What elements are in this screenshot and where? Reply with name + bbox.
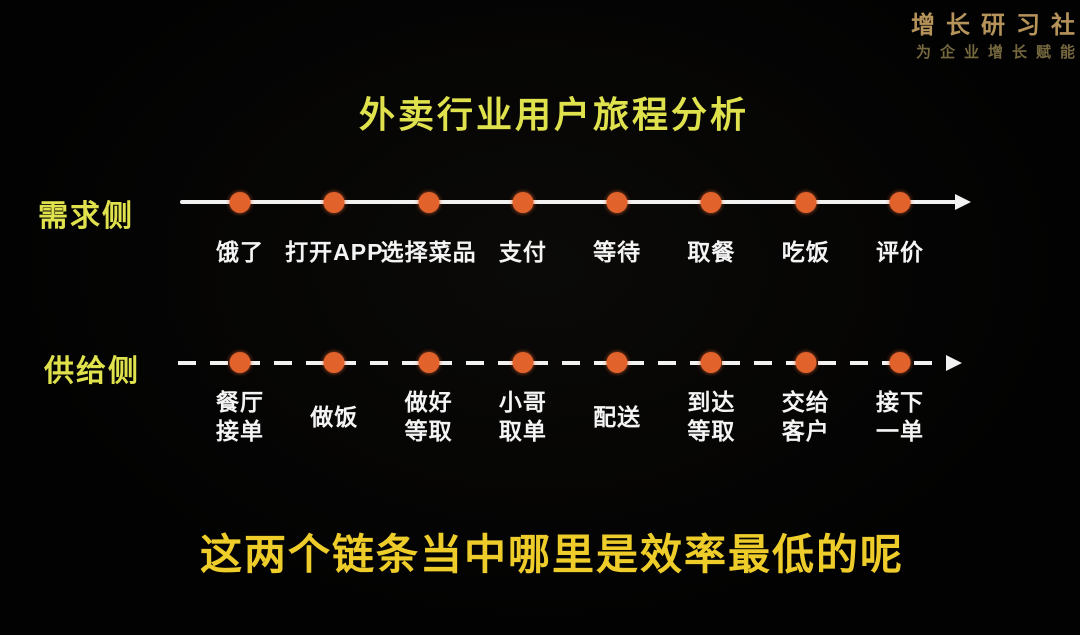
journey-node-dot	[889, 192, 911, 213]
journey-step-label: 到达 等取	[687, 389, 736, 444]
journey-step-label: 做好 等取	[404, 389, 453, 444]
supply-timeline-line	[178, 361, 944, 365]
journey-node-dot	[418, 352, 440, 373]
journey-node-dot	[418, 192, 440, 213]
journey-step-label: 吃饭	[781, 239, 830, 265]
journey-node-dot	[795, 192, 817, 213]
journey-node-dot	[700, 192, 722, 213]
journey-step-label: 餐厅 接单	[216, 389, 264, 444]
journey-step-label: 交给 客户	[781, 389, 830, 444]
journey-node-dot	[229, 352, 251, 373]
journey-step-label: 配送	[593, 403, 642, 430]
journey-node-dot	[889, 352, 911, 373]
journey-step-label: 选择菜品	[380, 239, 477, 265]
journey-step-label: 支付	[498, 239, 547, 265]
demand-timeline-line	[180, 200, 958, 204]
journey-step-label: 小哥 取单	[498, 389, 547, 444]
journey-node-dot	[512, 352, 534, 373]
brand-logo: 增长研习社 为企业增长赋能	[911, 12, 1075, 64]
journey-step-label: 打开APP	[285, 239, 384, 265]
supply-side-label: 供给侧	[44, 355, 140, 388]
brand-tagline: 为企业增长赋能	[915, 44, 1080, 61]
question-headline: 这两个链条当中哪里是效率最低的呢	[199, 531, 904, 578]
journey-step-label: 饿了	[216, 239, 264, 265]
journey-node-dot	[323, 352, 345, 373]
journey-node-dot	[229, 192, 251, 213]
journey-step-label: 做饭	[310, 403, 359, 430]
arrow-right-icon	[946, 355, 962, 371]
journey-step-label: 取餐	[687, 239, 736, 265]
demand-side-label: 需求侧	[38, 200, 134, 233]
journey-step-label: 接下 一单	[876, 389, 924, 444]
journey-node-dot	[606, 192, 628, 213]
page-title: 外卖行业用户旅程分析	[358, 94, 749, 135]
journey-node-dot	[606, 352, 628, 373]
journey-step-label: 等待	[593, 239, 642, 265]
arrow-right-icon	[955, 194, 971, 210]
brand-name: 增长研习社	[911, 12, 1080, 39]
journey-node-dot	[512, 192, 534, 213]
journey-step-label: 评价	[876, 239, 924, 265]
journey-node-dot	[795, 352, 817, 373]
journey-node-dot	[700, 352, 722, 373]
journey-node-dot	[323, 192, 345, 213]
